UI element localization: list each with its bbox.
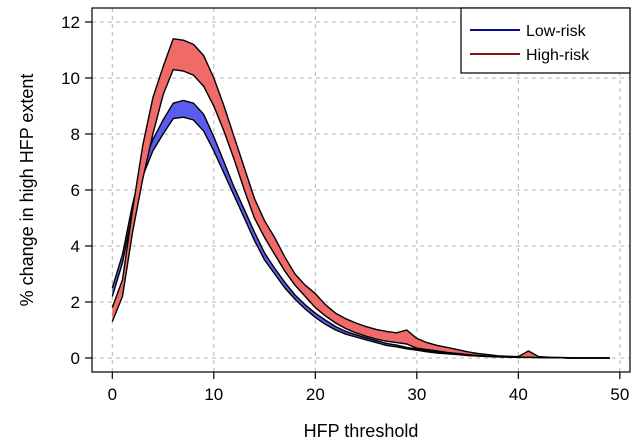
y-tick-label: 4	[71, 237, 80, 256]
y-tick-label: 6	[71, 181, 80, 200]
lower-line-low-risk	[111, 116, 610, 359]
x-tick-label: 30	[407, 385, 426, 404]
x-tick-label: 20	[306, 385, 325, 404]
y-tick-label: 2	[71, 293, 80, 312]
legend-label-low-risk: Low-risk	[526, 23, 587, 40]
legend: Low-risk High-risk	[460, 7, 631, 74]
x-tick-label: 0	[108, 385, 117, 404]
y-tick-label: 8	[71, 125, 80, 144]
y-tick-label: 0	[71, 349, 80, 368]
x-tick-label: 50	[610, 385, 629, 404]
upper-line-low-risk	[111, 99, 610, 359]
x-tick-label: 40	[509, 385, 528, 404]
y-tick-label: 10	[61, 69, 80, 88]
y-axis: 0 2 4 6 8 10 12	[61, 13, 92, 368]
x-tick-label: 10	[204, 385, 223, 404]
legend-label-high-risk: High-risk	[526, 47, 590, 64]
y-axis-title: % change in high HFP extent	[17, 74, 37, 307]
upper-line-high-risk	[111, 38, 610, 359]
lower-line-high-risk	[111, 68, 610, 359]
y-tick-label: 12	[61, 13, 80, 32]
x-axis: 0 10 20 30 40 50	[108, 372, 629, 404]
band-low-risk	[112, 100, 610, 359]
series-bands	[111, 38, 610, 359]
band-high-risk	[112, 38, 610, 359]
legend-box	[460, 7, 631, 74]
x-axis-title: HFP threshold	[304, 421, 419, 441]
